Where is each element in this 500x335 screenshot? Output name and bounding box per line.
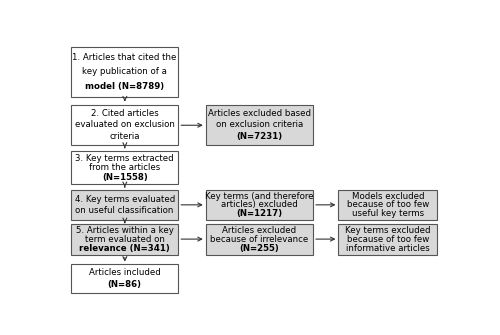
FancyBboxPatch shape (338, 223, 438, 255)
Text: because of too few: because of too few (346, 200, 429, 209)
Text: Key terms excluded: Key terms excluded (345, 226, 430, 235)
FancyBboxPatch shape (71, 47, 178, 96)
FancyBboxPatch shape (71, 190, 178, 219)
Text: useful key terms: useful key terms (352, 209, 424, 218)
FancyBboxPatch shape (206, 105, 313, 145)
Text: on useful classification: on useful classification (76, 206, 174, 215)
Text: (N=86): (N=86) (108, 280, 142, 289)
Text: term evaluated on: term evaluated on (84, 235, 164, 244)
Text: 4. Key terms evaluated: 4. Key terms evaluated (74, 195, 175, 204)
FancyBboxPatch shape (71, 223, 178, 255)
Text: 3. Key terms extracted: 3. Key terms extracted (76, 154, 174, 163)
Text: Articles excluded: Articles excluded (222, 226, 296, 235)
Text: informative articles: informative articles (346, 244, 430, 253)
Text: because of irrelevance: because of irrelevance (210, 235, 308, 244)
Text: Models excluded: Models excluded (352, 192, 424, 201)
Text: 1. Articles that cited the: 1. Articles that cited the (72, 53, 177, 62)
FancyBboxPatch shape (206, 190, 313, 219)
FancyBboxPatch shape (71, 264, 178, 293)
Text: from the articles: from the articles (89, 163, 160, 172)
Text: model (N=8789): model (N=8789) (85, 81, 164, 90)
Text: evaluated on exclusion: evaluated on exclusion (74, 120, 174, 129)
Text: 5. Articles within a key: 5. Articles within a key (76, 226, 174, 235)
Text: criteria: criteria (110, 132, 140, 141)
Text: Articles included: Articles included (89, 268, 160, 277)
Text: articles) excluded: articles) excluded (221, 200, 298, 209)
FancyBboxPatch shape (71, 105, 178, 145)
FancyBboxPatch shape (71, 151, 178, 184)
Text: Key terms (and therefore: Key terms (and therefore (205, 192, 314, 201)
Text: (N=1217): (N=1217) (236, 209, 282, 218)
Text: Articles excluded based: Articles excluded based (208, 109, 311, 118)
Text: on exclusion criteria: on exclusion criteria (216, 120, 303, 129)
Text: 2. Cited articles: 2. Cited articles (91, 109, 158, 118)
Text: (N=1558): (N=1558) (102, 173, 148, 182)
FancyBboxPatch shape (338, 190, 438, 219)
FancyBboxPatch shape (206, 223, 313, 255)
Text: (N=255): (N=255) (240, 244, 280, 253)
Text: key publication of a: key publication of a (82, 67, 167, 76)
Text: relevance (N=341): relevance (N=341) (80, 244, 170, 253)
Text: because of too few: because of too few (346, 235, 429, 244)
Text: (N=7231): (N=7231) (236, 132, 282, 141)
